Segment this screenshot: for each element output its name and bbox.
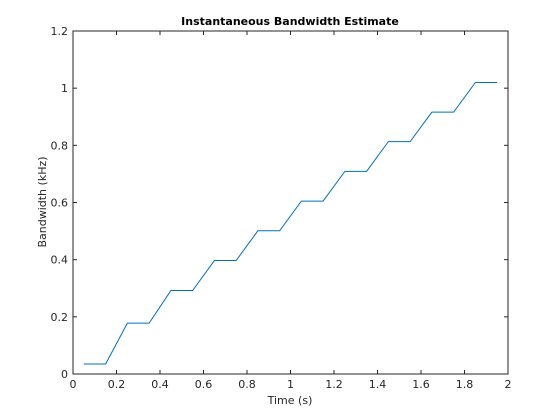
x-tick-label: 1.2 — [325, 378, 343, 391]
y-tick-label: 0 — [61, 368, 68, 381]
x-tick-label: 2 — [505, 378, 512, 391]
y-tick-label: 0.6 — [51, 197, 69, 210]
x-tick-label: 0.8 — [238, 378, 256, 391]
x-axis-label: Time (s) — [267, 394, 313, 407]
x-tick-label: 1 — [287, 378, 294, 391]
y-tick-label: 0.2 — [51, 311, 69, 324]
x-tick-label: 0.2 — [108, 378, 126, 391]
x-tick-label: 1.4 — [369, 378, 387, 391]
y-axis-label: Bandwidth (kHz) — [36, 156, 49, 247]
plot-area — [73, 31, 508, 374]
y-tick-label: 1 — [61, 82, 68, 95]
chart-title: Instantaneous Bandwidth Estimate — [181, 15, 399, 28]
x-tick-label: 0 — [70, 378, 77, 391]
y-tick-label: 0.8 — [51, 139, 69, 152]
x-tick-label: 1.6 — [412, 378, 430, 391]
bandwidth-series-line — [83, 81, 498, 365]
x-tick-label: 1.8 — [456, 378, 474, 391]
y-tick-label: 0.4 — [51, 254, 69, 267]
x-tick-labels: 0 0.2 0.4 0.6 0.8 1 1.2 1.4 1.6 1.8 2 — [70, 378, 512, 391]
axes-box — [72, 30, 509, 375]
y-tick-labels: 0 0.2 0.4 0.6 0.8 1 1.2 — [51, 25, 69, 381]
y-tick-label: 1.2 — [51, 25, 69, 38]
x-tick-label: 0.6 — [195, 378, 213, 391]
x-tick-label: 0.4 — [151, 378, 169, 391]
